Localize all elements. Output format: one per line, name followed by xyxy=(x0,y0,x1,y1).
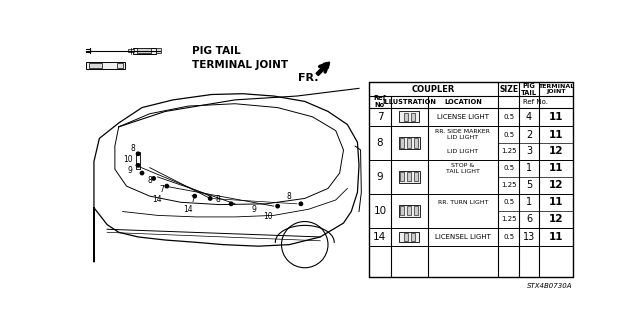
Text: LICENSE LIGHT: LICENSE LIGHT xyxy=(437,114,489,120)
Bar xyxy=(411,113,415,121)
Text: 11: 11 xyxy=(548,130,563,139)
Text: 11: 11 xyxy=(548,112,563,122)
Text: 3: 3 xyxy=(526,146,532,157)
Circle shape xyxy=(140,171,144,175)
Text: SIZE: SIZE xyxy=(499,85,518,93)
Text: PIG
TAIL: PIG TAIL xyxy=(521,83,537,96)
Text: 8: 8 xyxy=(287,192,292,201)
Text: ILLUSTRATION: ILLUSTRATION xyxy=(382,99,436,105)
Text: 11: 11 xyxy=(548,163,563,174)
Bar xyxy=(156,48,161,53)
Text: 1: 1 xyxy=(526,163,532,174)
Bar xyxy=(408,172,412,182)
Bar xyxy=(399,111,419,122)
Text: 14: 14 xyxy=(184,205,193,214)
Text: 8: 8 xyxy=(376,138,383,148)
Text: 10: 10 xyxy=(264,212,273,221)
Text: 10: 10 xyxy=(373,206,387,216)
Text: 0.5: 0.5 xyxy=(503,114,514,120)
Text: 1.25: 1.25 xyxy=(501,216,516,222)
Text: 14: 14 xyxy=(153,196,163,204)
Bar xyxy=(415,138,419,148)
Bar xyxy=(415,172,419,182)
Text: LOCATION: LOCATION xyxy=(444,99,482,105)
Text: 12: 12 xyxy=(548,146,563,157)
Bar xyxy=(128,49,134,52)
Text: 1.25: 1.25 xyxy=(501,148,516,154)
Circle shape xyxy=(165,184,168,188)
Text: 11: 11 xyxy=(548,232,563,242)
Text: Ref No.: Ref No. xyxy=(523,99,548,105)
Text: 9: 9 xyxy=(128,166,133,175)
Bar xyxy=(404,233,408,241)
Text: STX4B0730A: STX4B0730A xyxy=(527,283,573,289)
Text: 9: 9 xyxy=(252,205,257,214)
Circle shape xyxy=(209,197,212,200)
Bar xyxy=(404,113,408,121)
Text: 6: 6 xyxy=(526,214,532,224)
Text: TERMINAL
JOINT: TERMINAL JOINT xyxy=(538,84,574,94)
Circle shape xyxy=(152,177,156,180)
Text: 13: 13 xyxy=(523,232,535,242)
Bar xyxy=(401,172,404,182)
Circle shape xyxy=(299,202,303,205)
Text: PIG TAIL: PIG TAIL xyxy=(193,46,241,56)
Bar xyxy=(136,48,150,53)
Text: 12: 12 xyxy=(548,180,563,190)
Text: FR.: FR. xyxy=(298,73,319,83)
Text: 2: 2 xyxy=(526,130,532,139)
Text: 4: 4 xyxy=(526,112,532,122)
Bar xyxy=(399,232,419,242)
Text: RR. SIDE MARKER
LID LIGHT: RR. SIDE MARKER LID LIGHT xyxy=(435,129,490,140)
Circle shape xyxy=(229,202,233,205)
Text: STOP &
TAIL LIGHT: STOP & TAIL LIGHT xyxy=(446,163,480,174)
Bar xyxy=(401,206,404,215)
Text: 8: 8 xyxy=(216,196,220,204)
Bar xyxy=(411,233,415,241)
Text: 0.5: 0.5 xyxy=(503,234,514,240)
FancyArrow shape xyxy=(316,62,330,76)
Text: 1: 1 xyxy=(526,197,532,207)
Text: 8: 8 xyxy=(147,176,152,185)
Circle shape xyxy=(193,195,196,198)
Circle shape xyxy=(136,164,140,167)
Text: Ref
No: Ref No xyxy=(374,95,386,108)
Text: RR. TURN LIGHT: RR. TURN LIGHT xyxy=(438,200,488,205)
Text: 10: 10 xyxy=(124,155,133,164)
Text: 7: 7 xyxy=(159,185,164,195)
Bar xyxy=(399,204,420,217)
Text: 14: 14 xyxy=(373,232,387,242)
Text: 11: 11 xyxy=(548,197,563,207)
Bar xyxy=(408,138,412,148)
Bar xyxy=(408,206,412,215)
Bar xyxy=(399,137,420,149)
Text: 0.5: 0.5 xyxy=(503,199,514,205)
Text: COUPLER: COUPLER xyxy=(412,85,455,93)
Circle shape xyxy=(276,204,279,208)
Text: 9: 9 xyxy=(376,172,383,182)
Text: LICENSEL LIGHT: LICENSEL LIGHT xyxy=(435,234,491,240)
Text: 8: 8 xyxy=(131,144,135,153)
Text: 12: 12 xyxy=(548,214,563,224)
Bar xyxy=(399,171,420,183)
Text: 7: 7 xyxy=(376,112,383,122)
Bar xyxy=(415,206,419,215)
Circle shape xyxy=(136,152,140,155)
Text: 5: 5 xyxy=(526,180,532,190)
Text: LID LIGHT: LID LIGHT xyxy=(447,149,479,154)
Bar xyxy=(117,63,124,68)
Text: 0.5: 0.5 xyxy=(503,166,514,171)
Bar xyxy=(86,62,125,69)
Text: 7: 7 xyxy=(190,196,195,204)
Text: 0.5: 0.5 xyxy=(503,131,514,137)
Text: 1.25: 1.25 xyxy=(501,182,516,188)
Bar xyxy=(88,63,102,68)
Text: TERMINAL JOINT: TERMINAL JOINT xyxy=(193,60,289,70)
Bar xyxy=(401,138,404,148)
Bar xyxy=(132,48,156,54)
